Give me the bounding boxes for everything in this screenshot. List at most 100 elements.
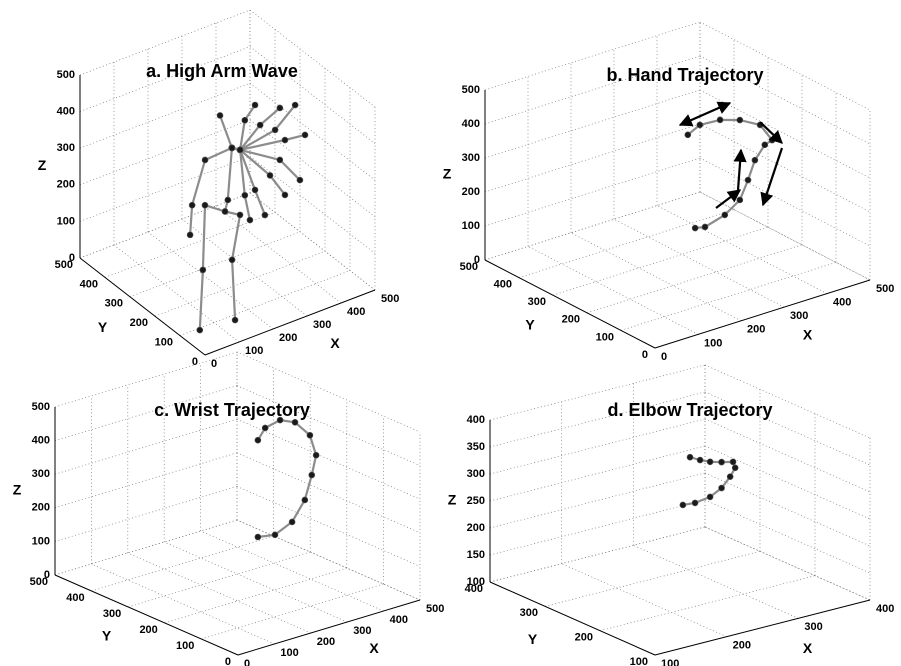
joint-marker [679,501,687,509]
joint-marker [301,131,309,139]
joint-marker [271,531,279,539]
grid-line [249,9,376,108]
joint-marker [201,156,209,164]
trajectory-line [231,146,251,221]
z-tick-label: 400 [467,414,485,426]
y-tick-label: 200 [575,632,593,644]
joint-marker [188,201,196,209]
grid-line [484,21,701,91]
x-tick-label: 0 [661,351,667,363]
joint-marker [251,101,259,109]
x-axis [654,279,871,349]
x-tick-label: 100 [245,345,263,357]
grid-line [201,583,384,640]
z-tick-label: 100 [57,215,75,227]
z-tick-label: 200 [32,502,50,514]
joint-marker [296,176,304,184]
z-axis-label: Z [38,157,47,173]
grid-line [79,192,251,259]
grid-line [484,89,701,159]
joint-marker [718,458,725,466]
arrow [733,148,747,191]
joint-marker [306,431,314,439]
y-tick-label: 0 [642,349,648,361]
joint-marker [276,416,284,424]
z-tick-label: 500 [32,401,50,413]
z-tick-label: 200 [57,179,75,191]
x-tick-label: 0 [211,358,217,370]
panel-title: d. Elbow Trajectory [607,400,772,420]
grid-line [79,119,251,186]
x-tick-label: 500 [876,283,894,295]
x-tick-label: 300 [313,319,331,331]
z-axis-label: Z [13,482,22,498]
grid-line [54,385,238,441]
joint-marker [696,121,704,129]
panel: 0100200300400500010020030040050001002003… [38,9,399,370]
joint-marker [291,418,299,426]
joint-marker [691,224,699,232]
grid-line [128,551,311,608]
z-tick-label: 500 [57,69,75,81]
grid-line [699,157,871,247]
joint-marker [726,473,734,480]
z-tick-label: 250 [467,495,485,507]
joint-marker [241,116,249,124]
grid-line [704,526,871,601]
joint-marker [241,191,249,199]
x-tick-label: 200 [747,324,765,336]
grid-line [552,226,769,296]
z-tick-label: 350 [467,441,485,453]
joint-marker [729,458,737,466]
y-tick-label: 100 [596,331,614,343]
trajectory-line [189,146,233,235]
z-tick-label: 0 [474,254,480,266]
grid-line [489,445,706,502]
joint-marker [201,201,209,209]
trajectory-line [218,115,233,212]
grid-line [54,519,238,576]
z-tick-label: 0 [69,252,75,264]
grid-line [54,486,238,542]
grid-line [633,545,799,619]
grid-line [249,156,376,254]
z-tick-label: 500 [462,84,480,96]
joint-marker [221,208,229,215]
grid-line [489,472,706,529]
x-tick-label: 400 [390,614,408,626]
grid-line [484,191,701,261]
x-axis-label: X [803,640,813,656]
z-tick-label: 200 [467,522,485,534]
grid-line [527,246,699,335]
joint-marker [261,211,269,219]
joint-marker [312,451,320,459]
z-tick-label: 400 [57,106,75,118]
grid-line [91,535,274,592]
joint-marker [228,144,236,152]
grid-line [164,541,348,623]
grid-line [249,82,376,181]
arrow [678,101,732,127]
grid-line [489,499,706,556]
grid-line [54,418,238,475]
grid-line [127,552,311,634]
grid-line [484,55,701,125]
joint-marker [301,496,309,504]
joint-marker [246,216,254,224]
y-tick-label: 300 [103,608,121,620]
y-axis-label: Y [528,631,538,647]
grid-line [704,526,871,601]
y-axis [54,574,239,656]
y-axis-label: Y [98,319,108,335]
joint-marker [768,136,776,144]
grid-line [104,212,276,278]
joint-marker [696,456,704,464]
z-tick-label: 100 [467,576,485,588]
y-tick-label: 0 [192,356,198,368]
grid-line [249,192,376,291]
y-tick-label: 300 [528,296,546,308]
y-axis-label: Y [525,317,535,333]
grid-line [236,519,421,601]
y-tick-label: 0 [225,656,231,666]
